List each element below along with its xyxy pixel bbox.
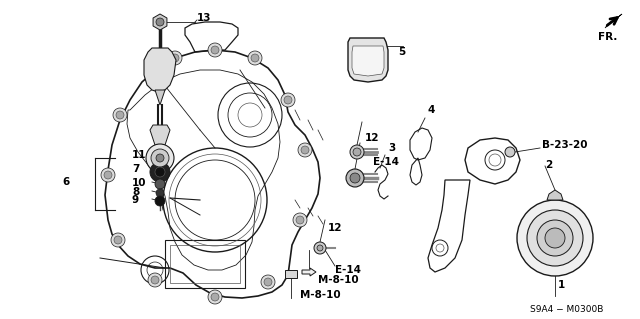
Circle shape: [248, 51, 262, 65]
Circle shape: [156, 189, 164, 197]
Circle shape: [293, 213, 307, 227]
Circle shape: [155, 179, 165, 189]
Circle shape: [155, 167, 165, 177]
Circle shape: [350, 145, 364, 159]
Text: E-14: E-14: [373, 157, 399, 167]
Circle shape: [113, 108, 127, 122]
Text: S9A4 − M0300B: S9A4 − M0300B: [530, 306, 604, 315]
Text: 2: 2: [545, 160, 552, 170]
Circle shape: [151, 149, 169, 167]
Text: 9: 9: [132, 195, 139, 205]
Circle shape: [155, 196, 165, 206]
Circle shape: [317, 245, 323, 251]
Text: 4: 4: [428, 105, 435, 115]
Bar: [285, 270, 297, 278]
Polygon shape: [153, 14, 167, 30]
Polygon shape: [155, 90, 165, 105]
Circle shape: [314, 242, 326, 254]
Circle shape: [156, 154, 164, 162]
Circle shape: [284, 96, 292, 104]
Circle shape: [264, 278, 272, 286]
Text: B-23-20: B-23-20: [542, 140, 588, 150]
Circle shape: [208, 43, 222, 57]
Text: 13: 13: [197, 13, 211, 23]
Circle shape: [281, 93, 295, 107]
Circle shape: [116, 111, 124, 119]
Circle shape: [111, 233, 125, 247]
Text: 6: 6: [62, 177, 69, 187]
Circle shape: [527, 210, 583, 266]
Circle shape: [101, 168, 115, 182]
Circle shape: [150, 162, 170, 182]
Text: 11: 11: [132, 150, 147, 160]
Circle shape: [517, 200, 593, 276]
Text: 5: 5: [398, 47, 405, 57]
Circle shape: [346, 169, 364, 187]
Text: FR.: FR.: [598, 32, 618, 42]
Circle shape: [298, 143, 312, 157]
Circle shape: [171, 54, 179, 62]
Circle shape: [148, 273, 162, 287]
Circle shape: [350, 173, 360, 183]
Circle shape: [208, 290, 222, 304]
Circle shape: [353, 148, 361, 156]
Polygon shape: [547, 190, 563, 200]
Polygon shape: [605, 14, 622, 28]
Circle shape: [168, 51, 182, 65]
Circle shape: [505, 147, 515, 157]
Text: M-8-10: M-8-10: [300, 290, 340, 300]
Polygon shape: [150, 125, 170, 145]
Polygon shape: [302, 268, 316, 276]
Circle shape: [296, 216, 304, 224]
Text: E-14: E-14: [335, 265, 361, 275]
Circle shape: [261, 275, 275, 289]
Circle shape: [537, 220, 573, 256]
Text: 8: 8: [132, 187, 140, 197]
Text: M-8-10: M-8-10: [318, 275, 358, 285]
Text: 7: 7: [132, 164, 140, 174]
Text: 1: 1: [558, 280, 565, 290]
Circle shape: [146, 144, 174, 172]
Circle shape: [251, 54, 259, 62]
Circle shape: [114, 236, 122, 244]
Circle shape: [545, 228, 565, 248]
Polygon shape: [352, 46, 384, 76]
Circle shape: [301, 146, 309, 154]
Polygon shape: [348, 38, 388, 82]
Text: 12: 12: [365, 133, 380, 143]
Bar: [165, 240, 245, 288]
Text: 3: 3: [388, 143, 396, 153]
Circle shape: [156, 18, 164, 26]
Circle shape: [151, 276, 159, 284]
Circle shape: [211, 293, 219, 301]
Circle shape: [104, 171, 112, 179]
Bar: [170, 245, 240, 283]
Circle shape: [211, 46, 219, 54]
Text: 12: 12: [328, 223, 342, 233]
Text: 10: 10: [132, 178, 147, 188]
Polygon shape: [144, 48, 176, 92]
